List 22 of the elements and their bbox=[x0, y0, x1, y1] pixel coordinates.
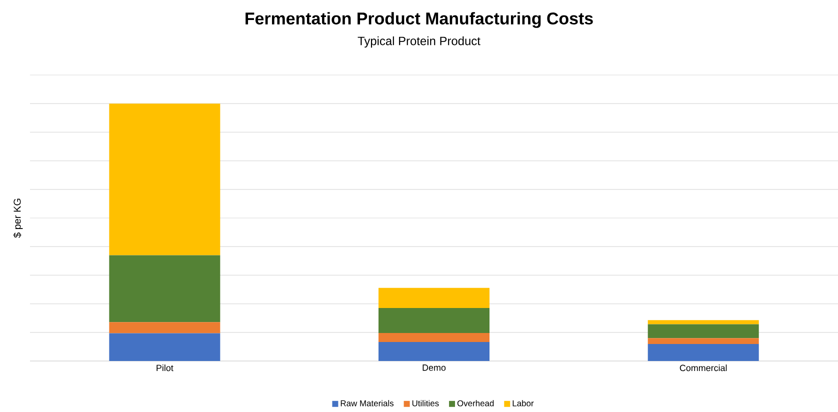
bar bbox=[109, 255, 220, 322]
chart-subtitle: Typical Protein Product bbox=[358, 36, 480, 48]
bar bbox=[648, 320, 759, 324]
legend-label: Utilities bbox=[412, 400, 439, 406]
bar bbox=[378, 288, 490, 308]
bar bbox=[648, 324, 759, 338]
bar bbox=[109, 333, 220, 361]
x-tick-label: Pilot bbox=[156, 364, 174, 372]
bar bbox=[109, 104, 220, 256]
bar bbox=[378, 342, 490, 361]
bar bbox=[109, 322, 220, 334]
legend-label: Overhead bbox=[457, 400, 494, 406]
x-tick-label: Commercial bbox=[680, 364, 727, 372]
bar bbox=[378, 332, 490, 342]
legend-label: Raw Materials bbox=[340, 400, 394, 406]
bar bbox=[378, 308, 490, 333]
y-axis-title: $ per KG bbox=[13, 198, 23, 238]
bar bbox=[648, 338, 759, 344]
legend-label: Labor bbox=[512, 400, 534, 406]
x-tick-label: Demo bbox=[422, 364, 446, 371]
bar bbox=[648, 344, 759, 361]
chart-title: Fermentation Product Manufacturing Costs bbox=[246, 12, 593, 28]
